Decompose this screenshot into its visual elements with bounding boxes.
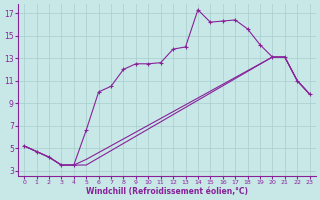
X-axis label: Windchill (Refroidissement éolien,°C): Windchill (Refroidissement éolien,°C) <box>86 187 248 196</box>
